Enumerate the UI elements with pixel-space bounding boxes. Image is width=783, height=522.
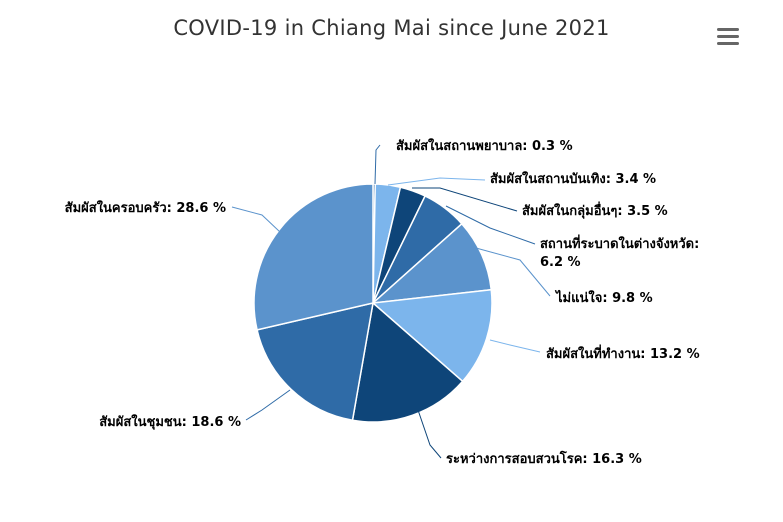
data-label: ระหว่างการสอบสวนโรค: 16.3 %: [446, 450, 642, 467]
pie-slice[interactable]: [371, 288, 493, 383]
data-label-line: 6.2 %: [540, 255, 581, 270]
label-connector: [374, 144, 381, 185]
data-label: สัมผัสในชุมชน: 18.6 %: [99, 413, 241, 430]
data-label: ไม่แน่ใจ: 9.8 %: [554, 289, 653, 306]
data-label: สัมผัสในครอบครัว: 28.6 %: [65, 199, 226, 216]
chart-title: COVID-19 in Chiang Mai since June 2021: [173, 16, 610, 40]
label-connector: [475, 247, 551, 297]
label-connector: [387, 177, 486, 186]
data-label: สถานที่ระบาดในต่างจังหวัด: 6.2 %: [540, 234, 699, 270]
chart-menu-button[interactable]: [712, 24, 744, 50]
data-label: สัมผัสในที่ทำงาน: 13.2 %: [546, 344, 700, 362]
label-connector: [412, 187, 518, 212]
label-connector: [245, 389, 291, 421]
data-label: สัมผัสในสถานพยาบาล: 0.3 %: [396, 137, 573, 154]
pie-slice[interactable]: [256, 302, 374, 422]
pie-slice[interactable]: [351, 301, 464, 423]
data-label: สัมผัสในสถานบันเทิง: 3.4 %: [490, 170, 656, 187]
data-label-line: สถานที่ระบาดในต่างจังหวัด:: [540, 234, 699, 252]
label-connector: [489, 339, 541, 353]
label-connector: [445, 205, 536, 245]
data-label: สัมผัสในกลุ่มอื่นๆ: 3.5 %: [522, 201, 668, 219]
label-connector: [231, 206, 281, 233]
pie-slice[interactable]: [370, 222, 493, 305]
pie-slice[interactable]: [253, 183, 374, 331]
hamburger-menu-icon: [717, 28, 739, 31]
label-connector: [417, 409, 442, 459]
